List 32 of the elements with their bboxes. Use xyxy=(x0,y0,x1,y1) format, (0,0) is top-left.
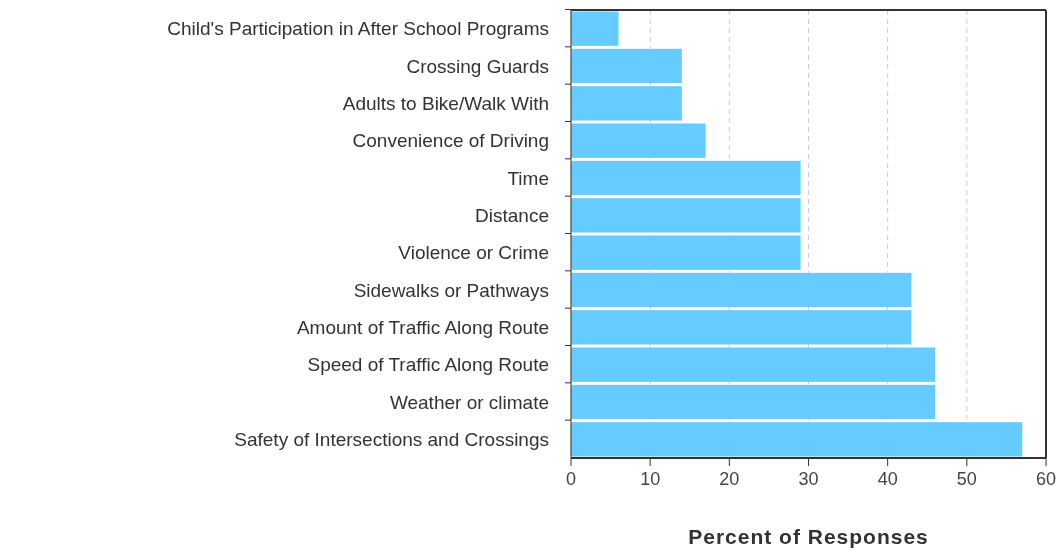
x-tick-label: 50 xyxy=(956,469,977,489)
y-tick-label: Crossing Guards xyxy=(406,55,549,77)
y-tick-label: Convenience of Driving xyxy=(352,130,549,152)
bar xyxy=(571,11,619,46)
y-tick-label: Sidewalks or Pathways xyxy=(353,279,549,301)
y-tick-label: Child's Participation in After School Programs xyxy=(167,18,549,40)
y-tick-label: Time xyxy=(507,167,549,189)
y-tick-label: Violence or Crime xyxy=(398,242,549,264)
bar xyxy=(571,347,936,382)
x-tick-label: 60 xyxy=(1035,469,1057,489)
bar xyxy=(571,422,1023,457)
x-tick-label: 40 xyxy=(877,469,898,489)
y-tick-label: Distance xyxy=(475,204,549,226)
y-tick-label: Speed of Traffic Along Route xyxy=(307,354,549,376)
bar xyxy=(571,123,706,158)
bar xyxy=(571,48,682,84)
y-tick-label: Amount of Traffic Along Route xyxy=(296,316,549,338)
bar xyxy=(571,235,801,270)
y-tick-label: Adults to Bike/Walk With xyxy=(342,92,549,114)
bar xyxy=(571,384,936,420)
bar xyxy=(571,272,912,308)
y-tick-label: Safety of Intersections and Crossings xyxy=(234,428,549,450)
bar xyxy=(571,198,801,233)
x-axis-title: Percent of Responses xyxy=(688,525,929,548)
y-tick-label: Weather or climate xyxy=(389,391,549,413)
bar xyxy=(571,86,682,121)
x-tick-label: 0 xyxy=(565,469,577,489)
bar xyxy=(571,160,801,196)
bar xyxy=(571,310,912,345)
x-tick-label: 20 xyxy=(719,469,740,489)
x-tick-label: 30 xyxy=(798,469,819,489)
x-tick-label: 10 xyxy=(640,469,661,489)
